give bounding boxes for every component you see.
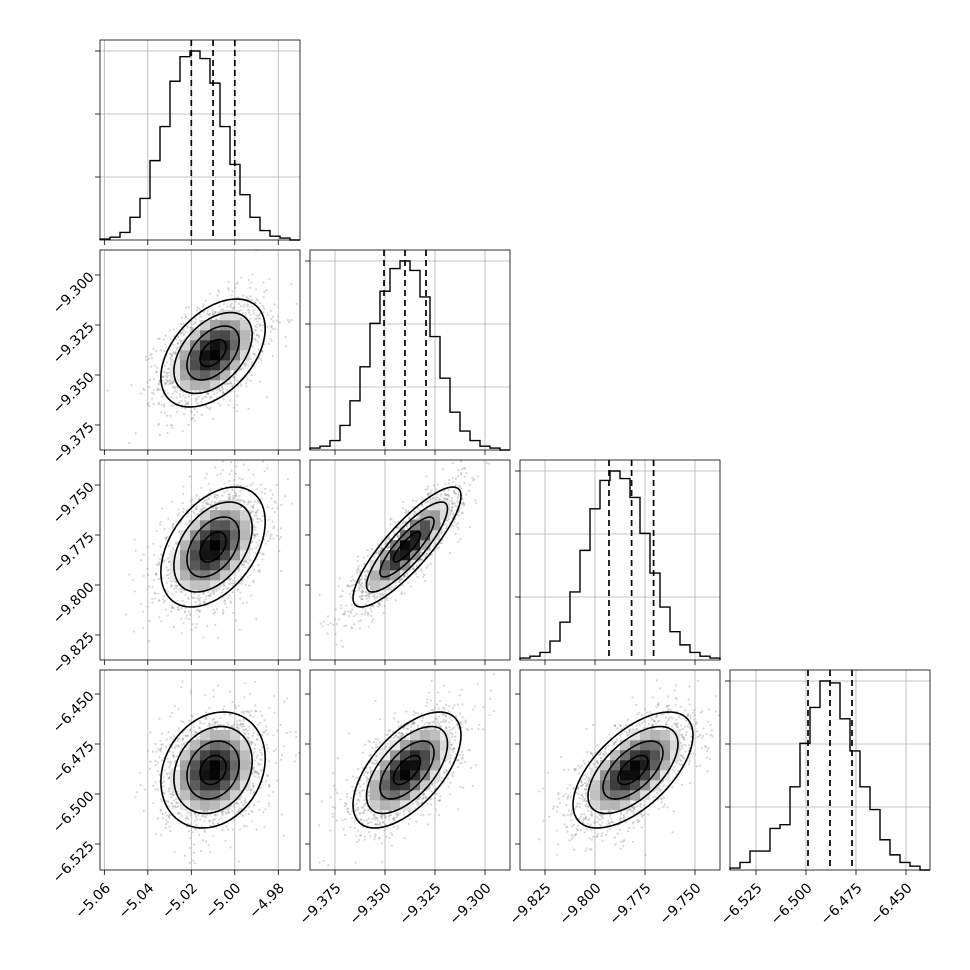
panel-3-1: −9.375 −9.350 −9.325 −9.300 [297, 669, 511, 928]
y-tick-label: −9.350 [50, 369, 98, 417]
x-tick-label: −6.525 [718, 880, 766, 928]
y-tick-label: −6.475 [50, 738, 98, 786]
panel-3-0: −6.525−6.500−6.475−6.450−5.06 −5.04 −5.02−… [50, 669, 301, 922]
density-shading [590, 730, 681, 811]
x-tick-label: −5.00 [203, 880, 245, 922]
panel-frame [519, 459, 721, 661]
x-tick-label: −5.04 [116, 880, 158, 922]
contour-3 [160, 298, 267, 408]
contour-2 [365, 501, 449, 593]
panel-3-2: −9.825 −9.800 −9.775 −9.750 [507, 669, 721, 928]
contour-1 [186, 325, 240, 381]
panel-frame [729, 669, 931, 871]
x-tick-label: −5.06 [72, 880, 114, 922]
contour-2 [173, 725, 253, 815]
x-tick-label: −6.500 [768, 880, 816, 928]
density-shading [170, 310, 251, 391]
contour-1 [186, 740, 240, 800]
x-tick-label: −9.825 [507, 880, 555, 928]
contour-3 [160, 711, 267, 829]
histogram-0 [99, 50, 300, 241]
gridlines [100, 40, 300, 240]
y-tick-label: −9.375 [50, 419, 98, 467]
panel-frame [99, 459, 301, 661]
contour-1 [186, 516, 240, 578]
panel-2-0: −9.825−9.800−9.775−9.750 [50, 459, 301, 677]
x-tick-label: −9.325 [397, 880, 445, 928]
x-tick-label: −9.300 [447, 880, 495, 928]
panel-1-0: −9.375−9.350−9.325−9.300 [50, 249, 301, 467]
contour-2 [365, 725, 449, 815]
y-tick-label: −9.775 [50, 529, 98, 577]
panel-0-0 [95, 39, 301, 245]
y-tick-label: −6.525 [50, 838, 98, 886]
contour-0 [199, 338, 227, 368]
x-tick-label: −5.02 [159, 880, 201, 922]
histogram-2 [519, 470, 721, 660]
panel-frame [309, 459, 511, 661]
panel-frame [99, 249, 301, 451]
histogram-1 [309, 260, 510, 451]
contour-0 [392, 754, 422, 786]
contour-0 [199, 754, 227, 786]
contour-0 [617, 754, 649, 786]
gridlines [730, 670, 930, 870]
y-tick-label: −9.825 [50, 629, 98, 677]
panel-2-1 [305, 459, 511, 665]
panel-3-3: −6.525 −6.500 −6.475 −6.450 [718, 669, 931, 928]
x-tick-label: −9.775 [607, 880, 655, 928]
y-tick-label: −6.500 [50, 788, 98, 836]
panel-frame [99, 39, 301, 241]
y-tick-label: −9.750 [50, 479, 98, 527]
panel-frame [519, 669, 721, 871]
panel-frame [309, 249, 511, 451]
panel-frame [99, 669, 301, 871]
contour-2 [587, 725, 679, 815]
panel-frame [309, 669, 511, 871]
x-tick-label: −9.750 [657, 880, 705, 928]
contour-2 [173, 311, 253, 395]
contour-1 [379, 740, 435, 800]
contour-1 [379, 516, 435, 578]
x-tick-label: −6.475 [818, 880, 866, 928]
gridlines [310, 250, 510, 450]
contour-0 [392, 531, 422, 563]
y-tick-label: −9.800 [50, 579, 98, 627]
contour-1 [602, 740, 664, 800]
x-tick-label: −9.800 [557, 880, 605, 928]
density-shading [170, 500, 251, 591]
density-shading [370, 730, 451, 811]
x-tick-label: −6.450 [868, 880, 916, 928]
panel-2-2 [515, 459, 721, 665]
contour-3 [160, 486, 267, 608]
x-tick-label: −9.375 [297, 880, 345, 928]
y-tick-label: −9.325 [50, 319, 98, 367]
y-tick-label: −9.300 [50, 269, 98, 317]
contour-3 [572, 711, 694, 829]
contour-3 [352, 711, 462, 829]
y-tick-label: −6.450 [50, 688, 98, 736]
gridlines [520, 460, 720, 660]
contour-0 [199, 531, 227, 563]
gridlines [103, 670, 279, 870]
contour-3 [352, 486, 462, 608]
panel-1-1 [305, 249, 511, 455]
x-tick-label: −9.350 [347, 880, 395, 928]
contour-2 [173, 501, 253, 593]
x-tick-label: −4.98 [246, 880, 288, 922]
